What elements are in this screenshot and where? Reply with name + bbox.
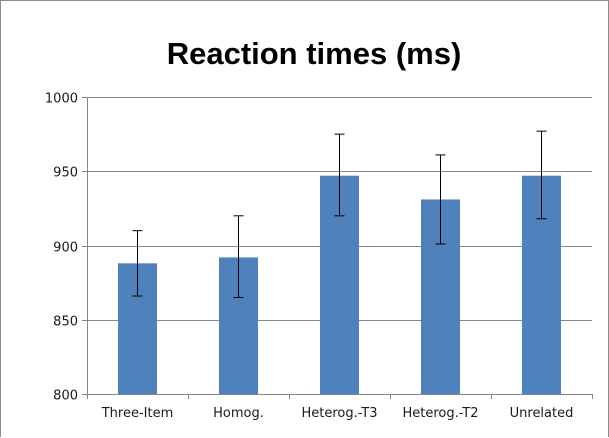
error-bar: [334, 133, 345, 217]
chart-title: Reaction times (ms): [167, 36, 462, 71]
x-tick-label: Unrelated: [510, 406, 574, 421]
y-tick-labels: 800 850 900 950 1000: [45, 92, 78, 404]
error-bar: [132, 230, 143, 297]
error-bar: [536, 130, 547, 220]
error-bars: [132, 130, 547, 298]
y-tick-label: 1000: [45, 92, 78, 107]
y-tick-label: 950: [53, 166, 78, 181]
y-tick-label: 850: [53, 315, 78, 330]
x-tick-label: Homog.: [213, 406, 264, 421]
error-bar: [435, 154, 446, 245]
y-tick-label: 900: [53, 241, 78, 256]
y-tick-label: 800: [53, 389, 78, 404]
x-tick-labels: Three-Item Homog. Heterog.-T3 Heterog.-T2 Un…: [101, 406, 574, 421]
error-bar: [233, 215, 244, 298]
axes: [82, 97, 593, 399]
x-tick-label: Heterog.-T3: [302, 406, 378, 421]
x-tick-label: Three-Item: [101, 406, 174, 421]
x-tick-label: Heterog.-T2: [403, 406, 479, 421]
